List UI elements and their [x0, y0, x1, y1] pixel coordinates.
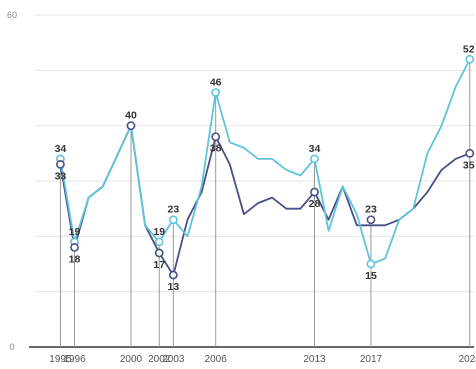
data-label-1-2003: 23 — [167, 204, 179, 216]
data-label-0-2006: 38 — [210, 143, 222, 155]
x-tick-label-2013: 2013 — [303, 354, 326, 365]
marker-0-2006 — [211, 132, 221, 142]
x-tick-label-1996: 1996 — [63, 354, 86, 365]
marker-0-2003 — [168, 270, 178, 280]
x-tick-label-2003: 2003 — [162, 354, 185, 365]
marker-1-2017 — [366, 259, 376, 269]
marker-1-2002 — [154, 237, 164, 247]
data-label-1-2017: 15 — [365, 270, 377, 282]
marker-0-2002 — [154, 248, 164, 258]
data-label-1-2013: 34 — [309, 143, 321, 155]
marker-0-2013 — [310, 187, 319, 197]
x-tick-label-2006: 2006 — [205, 354, 228, 365]
marker-1-2006 — [211, 88, 221, 97]
marker-0-2017 — [366, 215, 376, 225]
data-label-1-2002: 19 — [153, 226, 165, 238]
marker-0-1996 — [70, 242, 79, 252]
data-labels: 34 33 19 18 40 19 17 23 13 46 38 34 28 23 15 52 35 — [55, 43, 475, 293]
x-tick-label-1995: 1995 — [49, 354, 72, 365]
y-tick-label-0: 0 — [9, 342, 14, 352]
marker-0-2024 — [465, 148, 475, 158]
marker-0-2000 — [126, 121, 136, 131]
marker-1-2024 — [465, 54, 475, 64]
data-label-0-2013: 28 — [309, 198, 321, 210]
data-label-0-1995: 33 — [55, 170, 67, 182]
data-label-0-2003: 13 — [167, 281, 179, 293]
x-tick-label-2017: 2017 — [360, 354, 383, 365]
series-lines — [59, 58, 471, 277]
data-label-0-2024: 35 — [463, 159, 475, 171]
x-tick-label-2024: 2024 — [459, 354, 476, 365]
point-markers — [56, 54, 475, 280]
x-tick-label-2000: 2000 — [120, 354, 143, 365]
data-label-1-1996: 19 — [69, 226, 81, 238]
marker-1-2003 — [168, 215, 178, 225]
data-label-1-2006: 46 — [210, 76, 222, 88]
marker-1-2013 — [310, 154, 319, 164]
y-tick-label-60: 60 — [7, 10, 17, 20]
data-label-0-2002: 17 — [153, 259, 165, 271]
data-label-1-1995: 34 — [55, 143, 67, 155]
y-axis: 0 60 — [7, 10, 17, 352]
marker-0-1995 — [56, 159, 65, 169]
data-label-0-2017: 23 — [365, 204, 377, 216]
series-line-0 — [59, 124, 471, 277]
drop-lines — [59, 59, 471, 347]
grid — [29, 14, 474, 348]
x-tick-label-2002: 2002 — [148, 354, 171, 365]
data-label-0-1996: 18 — [69, 253, 81, 265]
data-label-0-2000: 40 — [125, 110, 137, 122]
series-line-1 — [59, 58, 471, 265]
data-label-1-2024: 52 — [463, 43, 475, 55]
